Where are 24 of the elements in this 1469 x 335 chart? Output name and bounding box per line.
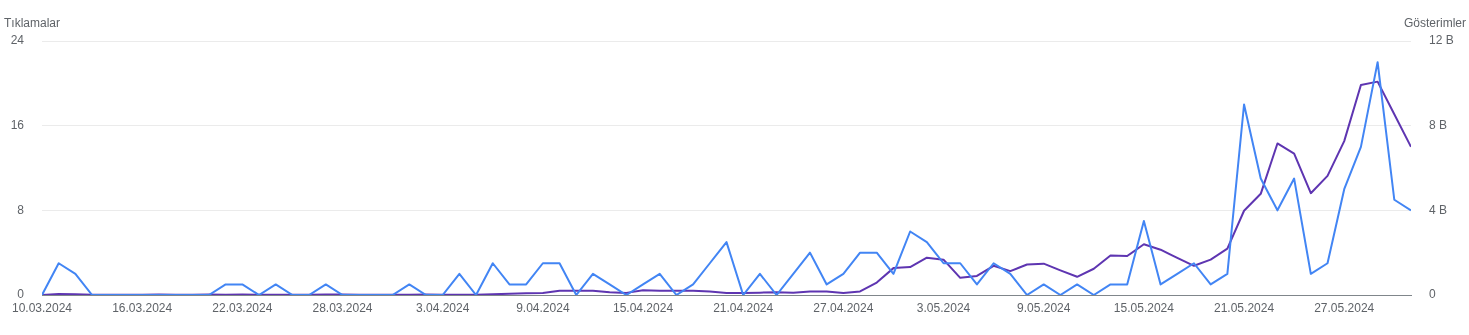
x-tick-label: 15.04.2024 [612,300,674,315]
y-tick-label: 8 [17,202,25,217]
y2-axis-title: Gösterimler [1403,16,1466,30]
x-tick-label: 16.03.2024 [112,300,173,315]
x-tick-label: 10.03.2024 [11,300,73,315]
x-tick-label: 3.05.2024 [916,300,971,315]
x-tick-label: 27.05.2024 [1314,300,1375,315]
y2-tick-label: 12 B [1429,33,1454,48]
x-tick-label: 28.03.2024 [312,300,373,315]
x-tick-label: 21.04.2024 [713,300,774,315]
y-tick-label: 0 [17,287,25,302]
y2-tick-label: 0 [1429,287,1436,302]
x-tick-label: 22.03.2024 [212,300,273,315]
x-tick-label: 21.05.2024 [1214,300,1275,315]
x-tick-label: 27.04.2024 [813,300,874,315]
x-tick-label: 9.05.2024 [1017,300,1071,315]
y-tick-label: 24 [10,33,25,48]
y-tick-label: 16 [10,117,25,132]
x-tick-label: 15.05.2024 [1113,300,1175,315]
y2-tick-label: 4 B [1429,202,1448,217]
y-axis-title: Tıklamalar [4,16,61,30]
x-tick-label: 9.04.2024 [516,300,570,315]
y2-tick-label: 8 B [1429,117,1448,132]
x-tick-label: 3.04.2024 [415,300,470,315]
